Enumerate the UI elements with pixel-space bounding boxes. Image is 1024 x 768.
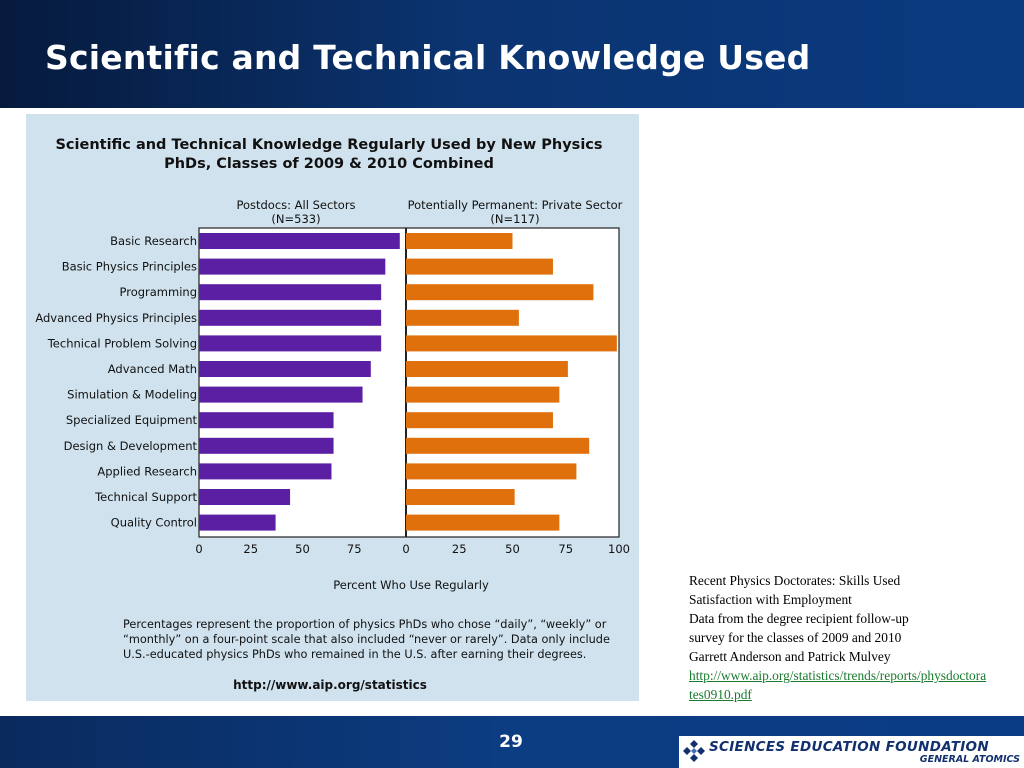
category-label: Applied Research xyxy=(97,464,197,478)
panel-header: (N=533) xyxy=(271,212,320,226)
x-tick-label: 0 xyxy=(402,542,409,556)
chart-title: Scientific and Technical Knowledge Regul… xyxy=(55,137,602,153)
private-sector-bar xyxy=(406,386,560,403)
chart-title: PhDs, Classes of 2009 & 2010 Combined xyxy=(164,156,494,172)
x-tick-label: 0 xyxy=(195,542,202,556)
source-note-line: Satisfaction with Employment xyxy=(689,592,852,607)
private-sector-bar xyxy=(406,463,577,480)
x-tick-label: 50 xyxy=(505,542,520,556)
bar-chart: Scientific and Technical Knowledge Regul… xyxy=(35,137,630,692)
chart-footnote: “monthly” on a four-point scale that als… xyxy=(123,633,610,646)
x-tick-label: 50 xyxy=(295,542,310,556)
diamond-cluster-icon xyxy=(683,740,705,762)
panel-header: (N=117) xyxy=(490,212,539,226)
category-label: Basic Research xyxy=(110,234,197,248)
postdoc-bar xyxy=(199,361,371,377)
source-note-line: Recent Physics Doctorates: Skills Used xyxy=(689,573,901,588)
report-link[interactable]: http://www.aip.org/statistics/trends/rep… xyxy=(689,668,987,702)
plot-area xyxy=(198,227,620,538)
title-bar: Scientific and Technical Knowledge Used xyxy=(0,0,1024,108)
x-tick-label: 25 xyxy=(452,542,467,556)
x-tick-label: 75 xyxy=(558,542,573,556)
slide-title: Scientific and Technical Knowledge Used xyxy=(45,38,811,77)
source-note-line: Garrett Anderson and Patrick Mulvey xyxy=(689,649,891,664)
category-label: Technical Problem Solving xyxy=(47,336,197,350)
category-label: Specialized Equipment xyxy=(66,413,198,427)
source-note-line: Data from the degree recipient follow-up xyxy=(689,611,909,626)
chart-panel: Scientific and Technical Knowledge Regul… xyxy=(26,114,639,701)
private-sector-bar xyxy=(406,309,519,326)
category-label: Simulation & Modeling xyxy=(67,388,197,402)
x-tick-label: 100 xyxy=(608,542,630,556)
category-label: Advanced Physics Principles xyxy=(35,311,197,325)
private-sector-bar xyxy=(406,335,617,352)
category-label: Advanced Math xyxy=(108,362,197,376)
postdoc-bar xyxy=(199,258,386,275)
postdoc-bar xyxy=(199,335,382,352)
logo-subtext: GENERAL ATOMICS xyxy=(919,754,1020,765)
source-note-line: survey for the classes of 2009 and 2010 xyxy=(689,630,902,645)
chart-footnote: U.S.-educated physics PhDs who remained … xyxy=(123,648,586,661)
source-note: Recent Physics Doctorates: Skills Used S… xyxy=(689,571,999,704)
private-sector-bar xyxy=(406,437,590,454)
postdoc-bar xyxy=(199,284,382,301)
private-sector-bar xyxy=(406,361,568,377)
page-number: 29 xyxy=(499,732,523,752)
private-sector-bar xyxy=(406,514,560,531)
category-label: Design & Development xyxy=(64,439,198,453)
category-label: Quality Control xyxy=(111,516,197,530)
category-label: Programming xyxy=(119,285,197,299)
footer-bar: 29 SCIENCES EDUCATION FOUNDATION GENERAL… xyxy=(0,716,1024,768)
postdoc-bar xyxy=(199,386,363,403)
x-axis-label: Percent Who Use Regularly xyxy=(333,578,489,592)
private-sector-bar xyxy=(406,489,515,505)
panel-header: Postdocs: All Sectors xyxy=(236,198,355,212)
panel-header: Potentially Permanent: Private Sector xyxy=(408,198,623,212)
private-sector-bar xyxy=(406,412,553,429)
sciences-education-foundation-logo: SCIENCES EDUCATION FOUNDATION GENERAL AT… xyxy=(679,736,1024,768)
x-tick-label: 25 xyxy=(243,542,258,556)
postdoc-bar xyxy=(199,489,291,505)
postdoc-bar xyxy=(199,463,332,480)
category-label: Basic Physics Principles xyxy=(62,260,197,274)
x-tick-label: 75 xyxy=(347,542,362,556)
private-sector-bar xyxy=(406,284,594,301)
postdoc-bar xyxy=(199,309,382,326)
logo-text: SCIENCES EDUCATION FOUNDATION xyxy=(709,739,989,755)
private-sector-bar xyxy=(406,258,553,275)
chart-source: http://www.aip.org/statistics xyxy=(233,678,427,692)
private-sector-bar xyxy=(406,233,513,249)
chart-footnote: Percentages represent the proportion of … xyxy=(123,618,607,631)
postdoc-bar xyxy=(199,437,334,454)
postdoc-bar xyxy=(199,514,276,531)
category-label: Technical Support xyxy=(94,490,197,504)
postdoc-bar xyxy=(199,412,334,429)
postdoc-bar xyxy=(199,233,400,249)
